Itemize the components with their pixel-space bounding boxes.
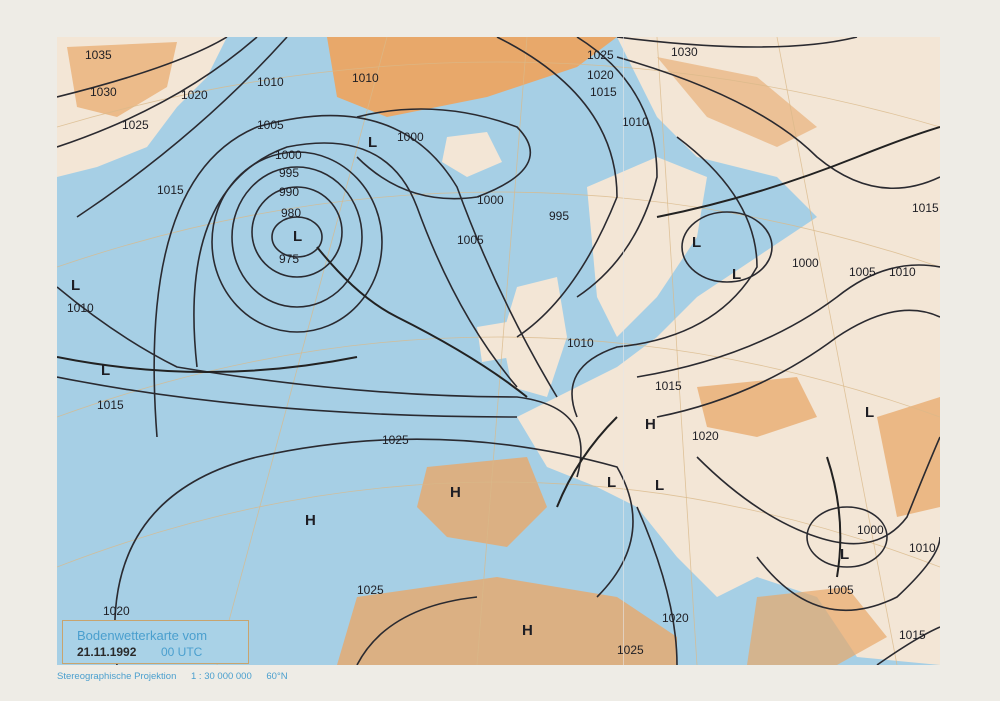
legend-title: Bodenwetterkarte vom <box>77 628 208 643</box>
svg-text:1020: 1020 <box>692 429 719 443</box>
svg-text:975: 975 <box>279 252 299 266</box>
svg-text:1030: 1030 <box>90 85 117 99</box>
scale-label: 1 : 30 000 000 <box>191 671 252 682</box>
svg-text:1035: 1035 <box>85 48 112 62</box>
svg-text:1025: 1025 <box>122 118 149 132</box>
svg-text:L: L <box>732 266 741 283</box>
map-legend: Bodenwetterkarte vom 21.11.1992 00 UTC <box>62 620 249 664</box>
svg-text:990: 990 <box>279 185 299 199</box>
map-footer: Stereographische Projektion 1 : 30 000 0… <box>57 671 300 682</box>
svg-text:1020: 1020 <box>181 88 208 102</box>
svg-text:1005: 1005 <box>849 265 876 279</box>
fold-line <box>623 37 624 665</box>
svg-text:1005: 1005 <box>457 233 484 247</box>
legend-date: 21.11.1992 <box>77 645 137 659</box>
svg-text:1025: 1025 <box>357 583 384 597</box>
svg-text:995: 995 <box>279 166 299 180</box>
svg-text:1010: 1010 <box>67 301 94 315</box>
svg-text:1020: 1020 <box>662 611 689 625</box>
svg-text:L: L <box>607 474 616 491</box>
weather-map: 1035 1030 1025 1020 1015 1010 1005 1000 … <box>57 37 940 665</box>
svg-text:L: L <box>293 228 302 245</box>
svg-text:1000: 1000 <box>397 130 424 144</box>
svg-text:H: H <box>645 416 656 433</box>
svg-text:1005: 1005 <box>257 118 284 132</box>
svg-text:1030: 1030 <box>671 45 698 59</box>
svg-text:995: 995 <box>549 209 569 223</box>
graticule <box>57 37 940 665</box>
svg-text:L: L <box>368 134 377 151</box>
pressure-centers: H H H H L L L L L L L L L L <box>71 134 874 639</box>
svg-text:1010: 1010 <box>622 115 649 129</box>
svg-text:L: L <box>655 477 664 494</box>
svg-text:L: L <box>692 234 701 251</box>
svg-text:1010: 1010 <box>889 265 916 279</box>
svg-text:1015: 1015 <box>590 85 617 99</box>
svg-text:L: L <box>71 277 80 294</box>
svg-text:1020: 1020 <box>587 68 614 82</box>
svg-text:L: L <box>840 546 849 563</box>
svg-text:1025: 1025 <box>587 48 614 62</box>
svg-text:1025: 1025 <box>382 433 409 447</box>
svg-text:1015: 1015 <box>97 398 124 412</box>
legend-time: 00 UTC <box>161 645 203 659</box>
svg-text:1015: 1015 <box>157 183 184 197</box>
svg-text:L: L <box>101 362 110 379</box>
svg-text:1020: 1020 <box>103 604 130 618</box>
isobars <box>57 37 940 665</box>
projection-label: Stereographische Projektion <box>57 671 177 682</box>
svg-text:980: 980 <box>281 206 301 220</box>
svg-text:1010: 1010 <box>909 541 936 555</box>
svg-text:1000: 1000 <box>792 256 819 270</box>
svg-text:1000: 1000 <box>857 523 884 537</box>
svg-text:H: H <box>522 622 533 639</box>
fronts <box>57 126 940 578</box>
svg-text:H: H <box>305 512 316 529</box>
svg-text:H: H <box>450 484 461 501</box>
latitude-label: 60°N <box>266 671 288 682</box>
svg-text:1010: 1010 <box>257 75 284 89</box>
svg-text:1000: 1000 <box>275 148 302 162</box>
svg-text:1015: 1015 <box>899 628 926 642</box>
isobar-labels: 1035 1030 1025 1020 1015 1010 1005 1000 … <box>67 45 939 657</box>
svg-text:1005: 1005 <box>827 583 854 597</box>
svg-text:1010: 1010 <box>352 71 379 85</box>
svg-text:1000: 1000 <box>477 193 504 207</box>
svg-text:1015: 1015 <box>655 379 682 393</box>
svg-text:1010: 1010 <box>567 336 594 350</box>
svg-text:1015: 1015 <box>912 201 939 215</box>
svg-text:1025: 1025 <box>617 643 644 657</box>
svg-text:L: L <box>865 404 874 421</box>
